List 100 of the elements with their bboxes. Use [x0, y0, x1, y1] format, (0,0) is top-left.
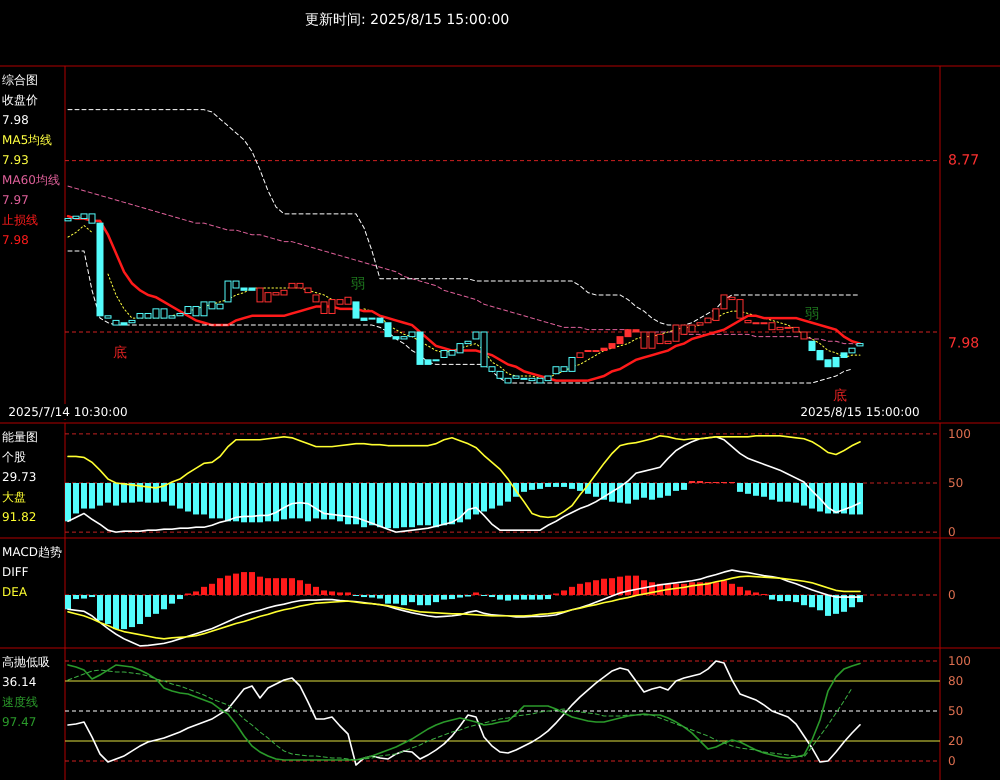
bar [257, 576, 263, 595]
text: DEA [2, 585, 28, 599]
y-tick-label: 50 [948, 476, 964, 490]
bar [377, 595, 383, 599]
annotation: 弱 [351, 276, 365, 292]
bar [529, 595, 535, 600]
bar [265, 578, 271, 595]
bar [329, 591, 335, 595]
bar [745, 590, 751, 595]
bar [297, 580, 303, 595]
bar [569, 586, 575, 595]
line-series [67, 435, 861, 518]
y-tick-label: 7.98 [948, 336, 980, 352]
bar [321, 590, 327, 595]
text: 高抛低吸 [2, 655, 50, 669]
bar [73, 595, 79, 600]
bar [609, 578, 615, 595]
bar [153, 595, 159, 614]
bar [81, 595, 87, 599]
bar [209, 584, 215, 595]
bar [801, 595, 807, 606]
text: 7.98 [2, 233, 29, 247]
x-tick-label: 2025/8/15 15:00:00 [800, 405, 920, 419]
chart-subtitle: 更新时间: 2025/8/15 15:00:00 [305, 12, 510, 28]
text: 个股 [2, 450, 26, 464]
bar [97, 595, 103, 620]
bar [513, 595, 519, 600]
bar [497, 595, 503, 600]
bar [281, 578, 287, 595]
bar [561, 590, 567, 595]
text: 综合图 [2, 73, 38, 87]
bar [785, 595, 791, 602]
bar [601, 578, 607, 595]
text: 7.97 [2, 193, 29, 207]
text: 7.98 [2, 113, 29, 127]
bar [385, 595, 391, 604]
y-tick-label: 8.77 [948, 152, 980, 169]
text: 91.82 [2, 510, 36, 524]
line-series [67, 436, 861, 533]
y-tick-label: 80 [948, 674, 964, 688]
text: MA5均线 [2, 133, 52, 147]
bar [289, 578, 295, 595]
bar [713, 582, 719, 595]
bar [145, 595, 151, 617]
bar [441, 595, 447, 600]
bar [625, 576, 631, 595]
bar [201, 586, 207, 595]
bar [809, 595, 815, 608]
bar [417, 595, 423, 606]
bar [729, 584, 735, 595]
chart-title: MACD趋势 [2, 545, 62, 559]
bar [457, 595, 463, 598]
bar [369, 595, 375, 598]
bar [577, 584, 583, 595]
y-tick-label: 100 [948, 654, 971, 668]
bar [161, 595, 167, 610]
bar [425, 595, 431, 606]
annotation: 底 [113, 345, 127, 361]
bar [137, 595, 143, 624]
bar [505, 595, 511, 601]
y-tick-label: 50 [948, 704, 964, 718]
text: 大盘 [2, 490, 26, 504]
bar [545, 595, 551, 600]
bar [521, 595, 527, 600]
text: 速度线 [2, 695, 38, 709]
line-series [68, 109, 860, 326]
text: DIFF [2, 565, 29, 579]
bar [225, 576, 231, 595]
bar [433, 595, 439, 602]
bar [537, 595, 543, 600]
bar [617, 576, 623, 595]
bar [113, 595, 119, 630]
bar [817, 595, 823, 610]
bar [105, 595, 111, 624]
bar [409, 595, 415, 602]
bar [833, 595, 839, 614]
bar [721, 580, 727, 595]
text: 收盘价 [2, 93, 38, 107]
bar [65, 595, 71, 610]
bar [177, 595, 183, 600]
text: 7.93 [2, 153, 29, 167]
bar [593, 580, 599, 595]
bar [401, 595, 407, 606]
bar [825, 595, 831, 616]
bar [793, 595, 799, 602]
bar [737, 586, 743, 595]
bar [585, 582, 591, 595]
text: 29.73 [2, 470, 36, 484]
bar [313, 586, 319, 595]
bar [217, 578, 223, 595]
bar [337, 592, 343, 595]
bar [241, 572, 247, 595]
text: 能量图 [2, 430, 38, 444]
bar [769, 595, 775, 600]
y-tick-label: 0 [948, 525, 956, 540]
bar [273, 578, 279, 595]
bar [129, 595, 135, 628]
bar [345, 592, 351, 595]
bar [305, 584, 311, 595]
x-tick-label: 2025/7/14 10:30:00 [8, 405, 128, 419]
